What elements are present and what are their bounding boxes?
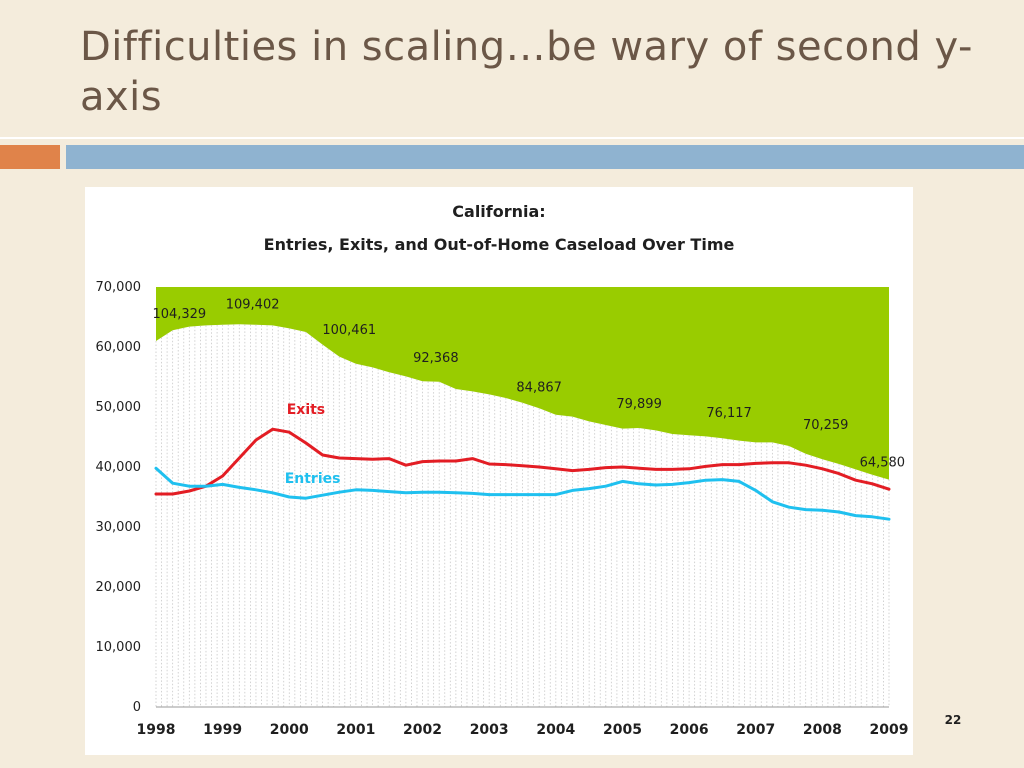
exits-line xyxy=(154,427,891,496)
x-tick-label: 2000 xyxy=(270,722,309,738)
x-tick-label: 1998 xyxy=(137,722,176,738)
x-tick-label: 2001 xyxy=(336,722,375,738)
caseload-data-label: 109,402 xyxy=(226,298,280,313)
series-label: Exits xyxy=(287,402,325,418)
y-tick-label: 10,000 xyxy=(96,640,142,655)
slide-number: 22 xyxy=(944,713,962,727)
title-divider xyxy=(0,137,1024,139)
chart-title-line2: Entries, Exits, and Out-of-Home Caseload… xyxy=(263,235,735,254)
x-tick-label: 2006 xyxy=(670,722,709,738)
accent-bar-blue xyxy=(66,145,1024,169)
chart-plot: 0 10,000 20,000 30,000 40,000 50,000 60,000 70,… xyxy=(96,280,909,738)
caseload-data-label: 76,117 xyxy=(706,406,752,421)
y-tick-label: 70,000 xyxy=(96,280,142,295)
slide-title: Difficulties in scaling…be wary of secon… xyxy=(80,24,973,120)
caseload-data-label: 64,580 xyxy=(860,455,906,470)
caseload-data-label: 79,899 xyxy=(616,397,662,412)
y-tick-label: 50,000 xyxy=(96,400,142,415)
x-tick-label: 1999 xyxy=(203,722,242,738)
x-tick-label: 2007 xyxy=(736,722,775,738)
y-tick-label: 60,000 xyxy=(96,340,142,355)
series-label: Entries xyxy=(285,471,341,487)
x-tick-label: 2004 xyxy=(536,722,575,738)
x-tick-label: 2008 xyxy=(803,722,842,738)
caseload-data-label: 104,329 xyxy=(152,307,206,322)
y-tick-label: 30,000 xyxy=(96,520,142,535)
chart-container: California: Entries, Exits, and Out-of-H… xyxy=(85,187,913,755)
caseload-data-label: 84,867 xyxy=(516,380,562,395)
caseload-data-label: 70,259 xyxy=(803,418,849,433)
x-tick-label: 2003 xyxy=(470,722,509,738)
y-tick-label: 0 xyxy=(133,700,141,715)
caseload-data-label: 100,461 xyxy=(322,323,376,338)
y-tick-label: 20,000 xyxy=(96,580,142,595)
caseload-data-label: 92,368 xyxy=(413,351,459,366)
x-tick-label: 2005 xyxy=(603,722,642,738)
chart-title-line1: California: xyxy=(452,202,546,221)
entries-line xyxy=(154,466,891,521)
x-tick-label: 2002 xyxy=(403,722,442,738)
y-tick-label: 40,000 xyxy=(96,460,142,475)
caseload-area xyxy=(156,287,889,480)
accent-bar-orange xyxy=(0,145,60,169)
x-tick-label: 2009 xyxy=(870,722,909,738)
